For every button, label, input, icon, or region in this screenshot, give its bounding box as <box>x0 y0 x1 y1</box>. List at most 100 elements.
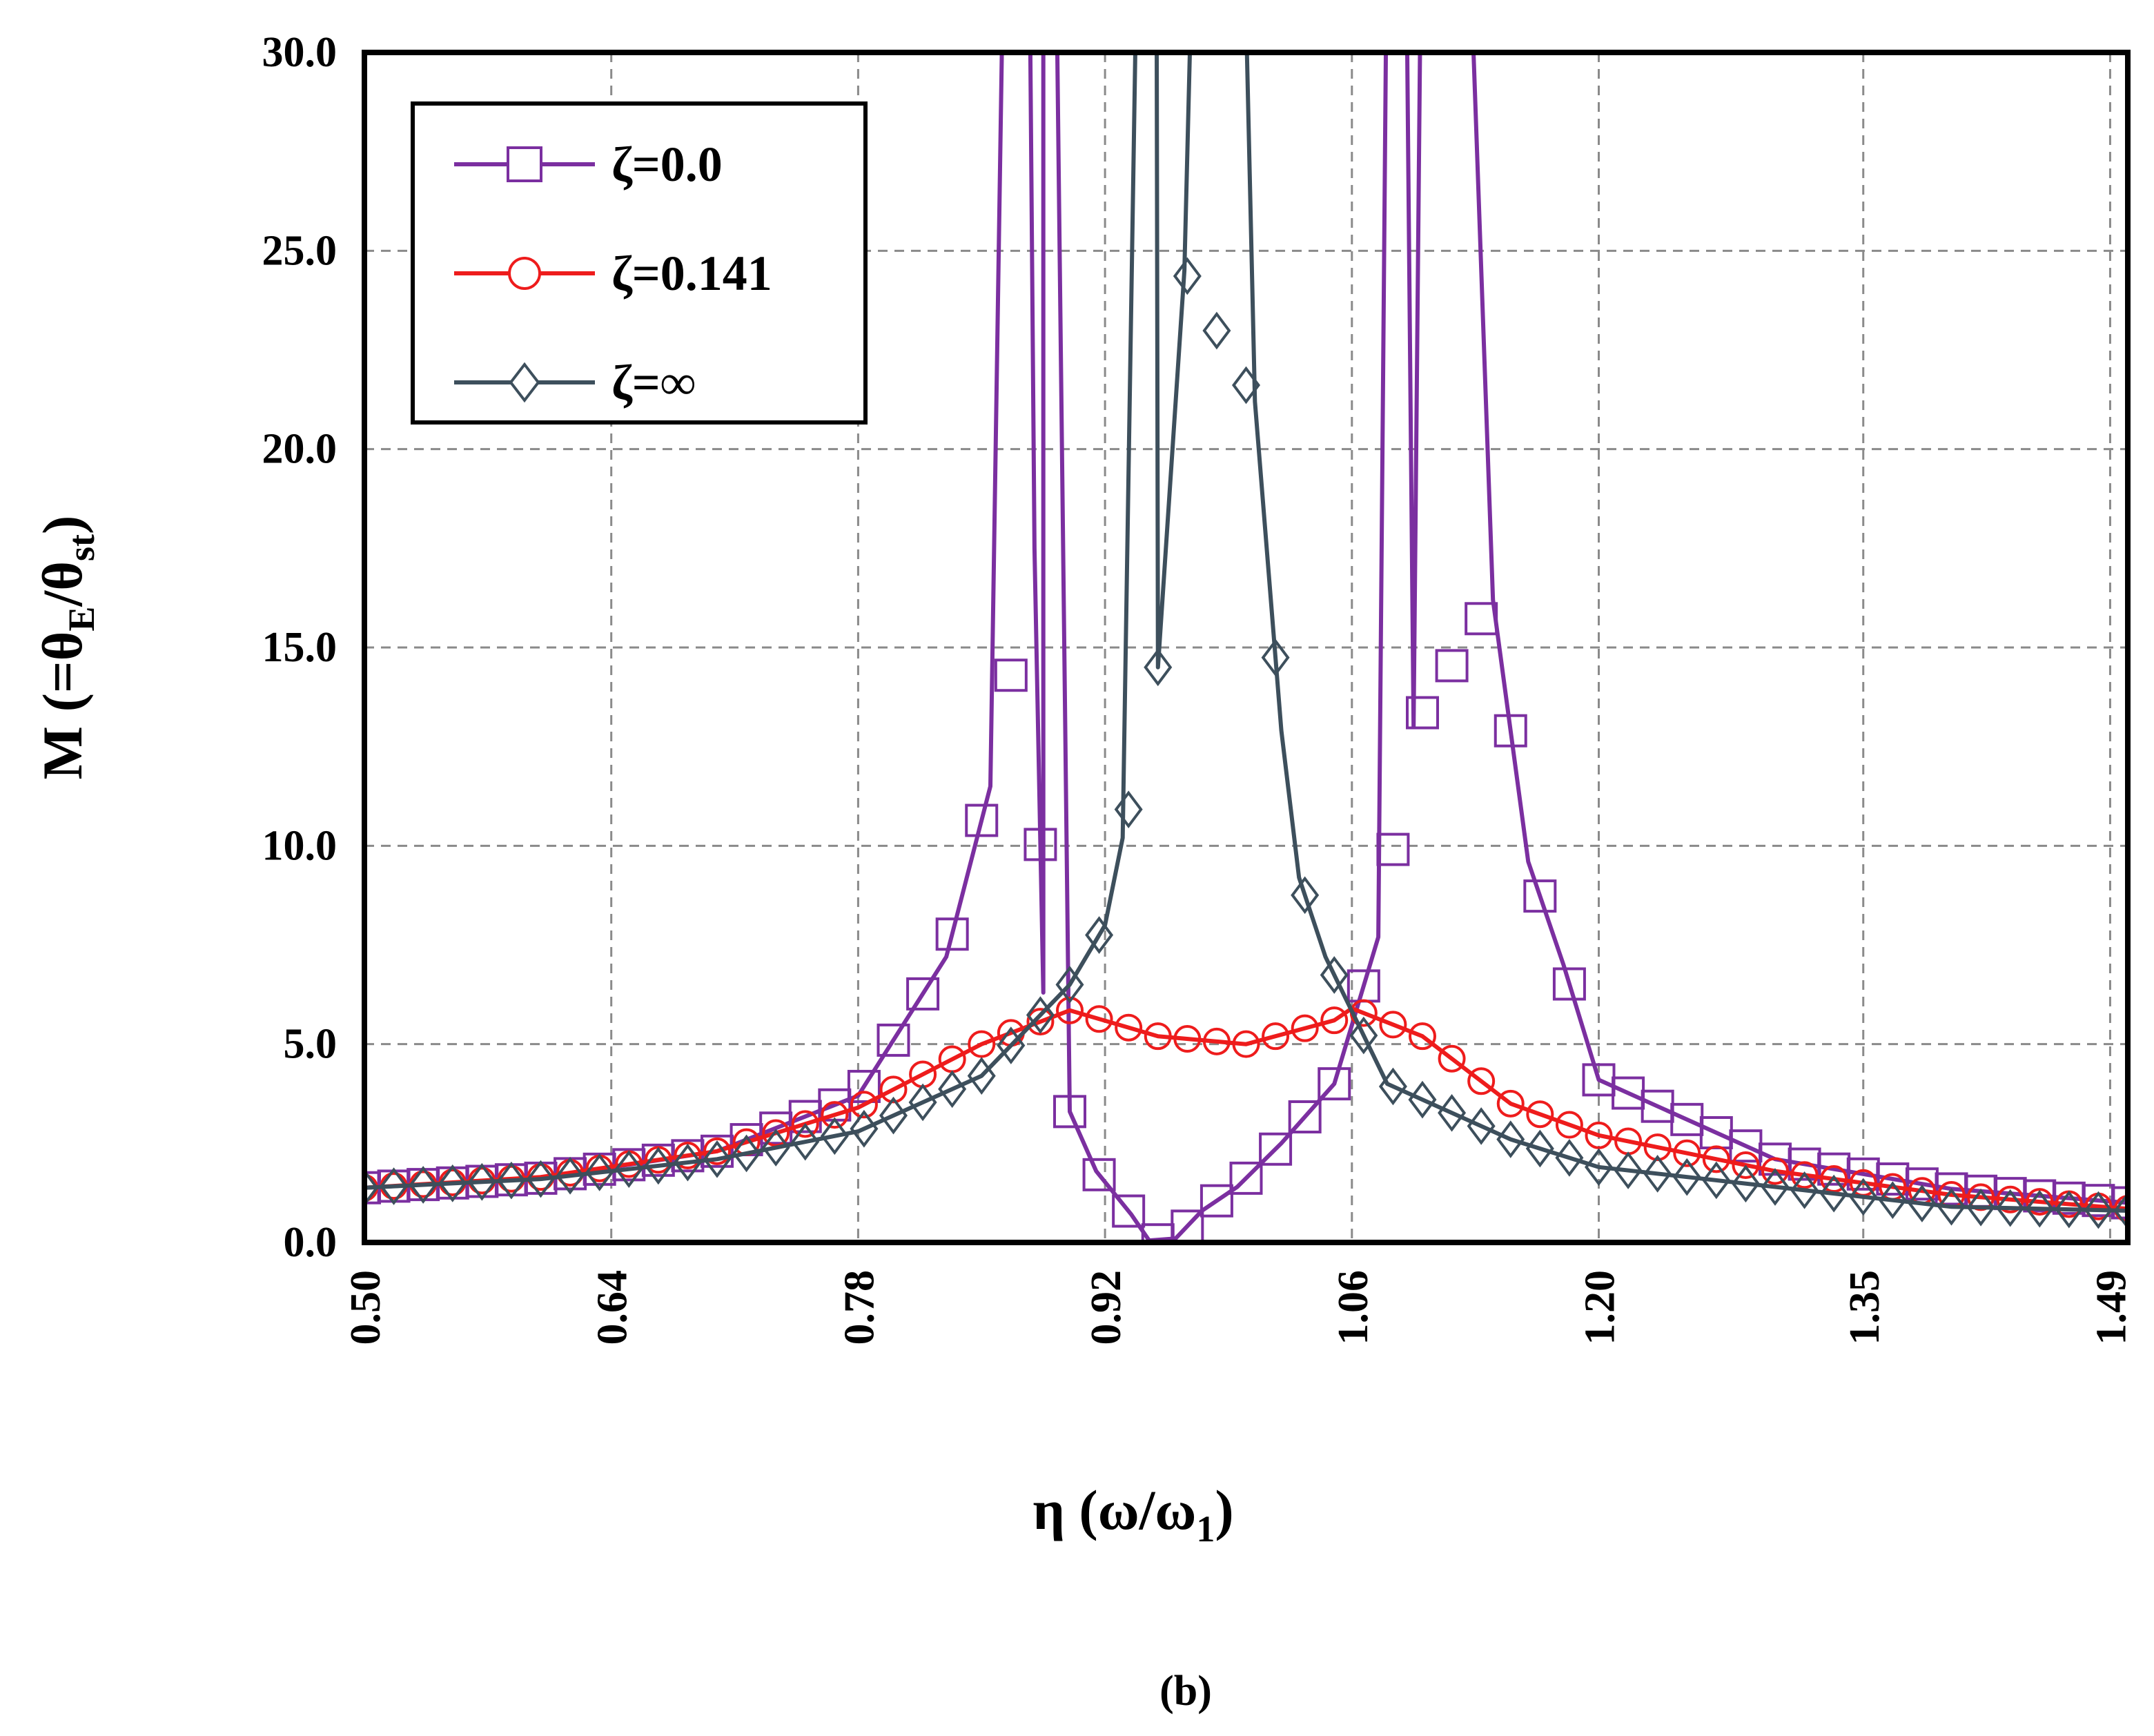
y-axis-title-tail: ) <box>31 516 94 534</box>
data-point <box>1552 967 1586 1001</box>
data-point <box>1555 1139 1584 1177</box>
data-point <box>1820 1165 1848 1193</box>
y-tick-label: 10.0 <box>262 822 337 869</box>
data-point <box>1202 1027 1231 1055</box>
x-tick-label: 0.78 <box>836 1270 883 1345</box>
data-point <box>1525 1129 1554 1168</box>
series-line <box>364 52 2128 1213</box>
data-point <box>1232 1030 1260 1058</box>
y-axis-title-sub1: E <box>61 607 102 632</box>
data-point <box>1200 1184 1233 1218</box>
data-point <box>1555 1111 1583 1139</box>
data-point <box>703 1137 731 1165</box>
data-point <box>1026 1008 1055 1036</box>
series-line <box>364 52 2128 1242</box>
data-point <box>732 1134 761 1173</box>
data-point <box>1085 1005 1113 1033</box>
series-diamond <box>364 52 2128 1230</box>
data-point <box>2113 1191 2128 1230</box>
data-point <box>820 1117 849 1155</box>
data-point <box>791 1110 819 1138</box>
legend: ζ=0.0 ζ=0.141 ζ=∞ <box>411 101 868 425</box>
data-point <box>1318 1067 1351 1101</box>
y-tick-label: 15.0 <box>262 624 337 671</box>
data-point <box>1053 1095 1086 1129</box>
data-point <box>1291 876 1320 915</box>
data-point <box>1376 832 1410 866</box>
y-axis-title: M (=θE/θst) <box>31 516 102 780</box>
data-point <box>906 977 940 1011</box>
data-point <box>1115 1013 1143 1042</box>
data-point <box>673 1143 702 1182</box>
data-point <box>1761 1157 1789 1185</box>
data-point <box>761 1129 790 1167</box>
plot-frame <box>362 50 2131 1245</box>
legend-marker <box>507 146 542 182</box>
series-circle <box>364 996 2128 1223</box>
data-point <box>1144 1022 1172 1051</box>
data-point <box>1996 1185 2024 1213</box>
data-point <box>1643 1133 1672 1162</box>
data-point <box>879 1096 908 1135</box>
data-point <box>1467 1067 1496 1095</box>
data-point <box>1702 1161 1731 1200</box>
data-point <box>1996 1189 2025 1227</box>
data-point <box>1435 649 1469 683</box>
data-point <box>967 1057 996 1095</box>
data-point <box>1496 1120 1525 1158</box>
data-point <box>1908 1184 1937 1222</box>
legend-entry: ζ=∞ <box>454 355 696 410</box>
data-point <box>1790 1171 1819 1209</box>
data-point <box>1291 1014 1319 1042</box>
data-point <box>1467 1107 1496 1145</box>
data-point <box>1026 996 1055 1034</box>
data-point <box>1937 1187 1966 1226</box>
x-tick-label: 1.06 <box>1330 1270 1377 1345</box>
x-axis-title-main: η (ω/ω <box>1032 1479 1196 1541</box>
data-point <box>1702 1145 1730 1173</box>
data-point <box>1731 1164 1760 1203</box>
data-point <box>364 1169 379 1207</box>
data-point <box>968 1030 996 1058</box>
x-axis-title: η (ω/ω1) <box>1032 1479 1233 1550</box>
data-point <box>791 1122 820 1161</box>
data-point <box>380 1167 409 1205</box>
data-point <box>850 1109 879 1148</box>
data-point <box>1232 366 1260 404</box>
y-tick-label: 30.0 <box>262 29 337 76</box>
data-point <box>847 1069 881 1103</box>
data-point <box>938 1070 967 1109</box>
data-point <box>1732 1151 1760 1179</box>
x-axis-ticks: 0.50 0.64 0.78 0.92 1.06 1.20 1.35 1.49 <box>342 1270 2135 1345</box>
data-point <box>1673 1139 1701 1167</box>
data-point <box>1761 1168 1790 1206</box>
data-point <box>2084 1191 2113 1229</box>
legend-label: ζ=∞ <box>611 355 696 410</box>
data-point <box>1144 648 1173 687</box>
legend-entry: ζ=0.141 <box>454 246 772 301</box>
data-point <box>614 1150 643 1189</box>
legend-label: ζ=0.141 <box>611 246 772 301</box>
data-point <box>1585 1121 1613 1149</box>
data-point <box>2055 1190 2084 1229</box>
data-point <box>1056 996 1084 1024</box>
data-point <box>497 1161 526 1200</box>
data-point <box>1614 1151 1643 1189</box>
data-point <box>1465 602 1498 636</box>
x-tick-label: 1.49 <box>2088 1270 2135 1345</box>
data-point <box>1966 1188 1995 1227</box>
data-point <box>1055 966 1084 1004</box>
y-tick-label: 0.0 <box>284 1219 337 1266</box>
data-point <box>1672 1158 1701 1196</box>
x-tick-label: 1.35 <box>1841 1270 1888 1345</box>
data-point <box>935 917 969 951</box>
data-point <box>762 1119 790 1147</box>
data-point <box>1523 879 1557 913</box>
data-point <box>1261 638 1290 677</box>
data-point <box>1173 257 1202 295</box>
data-point <box>556 1156 585 1195</box>
data-point <box>850 1091 878 1119</box>
data-point <box>1320 956 1349 994</box>
y-axis-title-main: M (=θ <box>31 632 94 780</box>
